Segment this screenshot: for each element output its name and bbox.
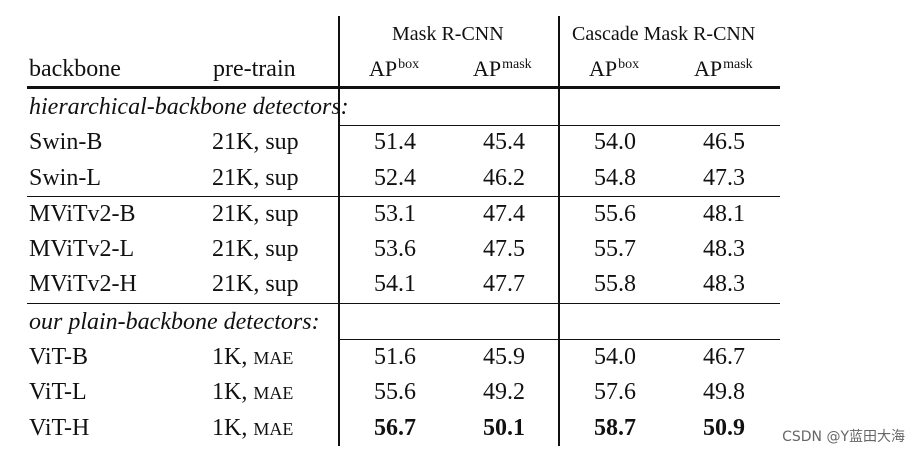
value-mask-ap-box-best: 56.7 <box>374 415 416 441</box>
watermark-text: CSDN @Y蓝田大海 <box>782 429 905 445</box>
section-title-plain: our plain-backbone detectors: <box>29 309 320 335</box>
group-header-cascade-mask-rcnn: Cascade Mask R-CNN <box>572 23 756 45</box>
value-cascade-ap-box: 54.0 <box>594 344 636 370</box>
value-cascade-ap-mask: 47.3 <box>703 165 745 191</box>
section-separator-rule <box>27 303 780 304</box>
value-mask-ap-mask: 49.2 <box>483 379 525 405</box>
row-backbone: MViTv2-H <box>29 271 137 297</box>
column-header-mask-ap-mask: APmask <box>473 56 532 81</box>
header-rule <box>27 86 780 89</box>
vertical-rule-left <box>338 16 340 446</box>
value-mask-ap-mask: 45.4 <box>483 129 525 155</box>
value-cascade-ap-mask: 46.7 <box>703 344 745 370</box>
row-pretrain: 1K, MAE <box>212 379 294 405</box>
row-pretrain: 21K, sup <box>212 165 299 191</box>
value-cascade-ap-mask: 48.3 <box>703 236 745 262</box>
value-mask-ap-mask: 45.9 <box>483 344 525 370</box>
value-mask-ap-mask: 46.2 <box>483 165 525 191</box>
value-cascade-ap-mask: 49.8 <box>703 379 745 405</box>
value-cascade-ap-box: 57.6 <box>594 379 636 405</box>
vertical-rule-right <box>558 16 560 446</box>
column-header-mask-ap-box: APbox <box>369 56 420 81</box>
value-cascade-ap-box: 55.8 <box>594 271 636 297</box>
value-cascade-ap-mask: 46.5 <box>703 129 745 155</box>
value-mask-ap-mask: 47.5 <box>483 236 525 262</box>
group-header-mask-rcnn: Mask R-CNN <box>392 23 504 45</box>
value-mask-ap-box: 53.1 <box>374 201 416 227</box>
value-cascade-ap-box-best: 58.7 <box>594 415 636 441</box>
row-pretrain: 1K, MAE <box>212 344 294 370</box>
row-backbone: MViTv2-L <box>29 236 135 262</box>
row-backbone: MViTv2-B <box>29 201 136 227</box>
row-backbone: ViT-H <box>29 415 90 441</box>
value-cascade-ap-box: 55.7 <box>594 236 636 262</box>
column-header-backbone: backbone <box>29 56 121 82</box>
column-header-cascade-ap-mask: APmask <box>694 56 753 81</box>
column-header-cascade-ap-box: APbox <box>589 56 640 81</box>
value-cascade-ap-box: 54.8 <box>594 165 636 191</box>
value-mask-ap-mask: 47.7 <box>483 271 525 297</box>
row-pretrain: 21K, sup <box>212 271 299 297</box>
row-backbone: Swin-B <box>29 129 103 155</box>
value-mask-ap-box: 52.4 <box>374 165 416 191</box>
value-mask-ap-box: 53.6 <box>374 236 416 262</box>
value-cascade-ap-box: 55.6 <box>594 201 636 227</box>
row-pretrain: 21K, sup <box>212 236 299 262</box>
value-cascade-ap-mask-best: 50.9 <box>703 415 745 441</box>
value-mask-ap-box: 55.6 <box>374 379 416 405</box>
value-mask-ap-mask: 47.4 <box>483 201 525 227</box>
value-cascade-ap-mask: 48.3 <box>703 271 745 297</box>
value-cascade-ap-mask: 48.1 <box>703 201 745 227</box>
group-rule-mvit <box>27 196 780 197</box>
row-backbone: ViT-B <box>29 344 89 370</box>
row-pretrain: 21K, sup <box>212 129 299 155</box>
value-cascade-ap-box: 54.0 <box>594 129 636 155</box>
value-mask-ap-mask-best: 50.1 <box>483 415 525 441</box>
value-mask-ap-box: 51.6 <box>374 344 416 370</box>
section-title-hierarchical: hierarchical-backbone detectors: <box>29 94 349 120</box>
row-pretrain: 21K, sup <box>212 201 299 227</box>
column-header-pretrain: pre-train <box>213 56 296 82</box>
row-backbone: ViT-L <box>29 379 87 405</box>
value-mask-ap-box: 51.4 <box>374 129 416 155</box>
value-mask-ap-box: 54.1 <box>374 271 416 297</box>
row-pretrain: 1K, MAE <box>212 415 294 441</box>
row-backbone: Swin-L <box>29 165 101 191</box>
